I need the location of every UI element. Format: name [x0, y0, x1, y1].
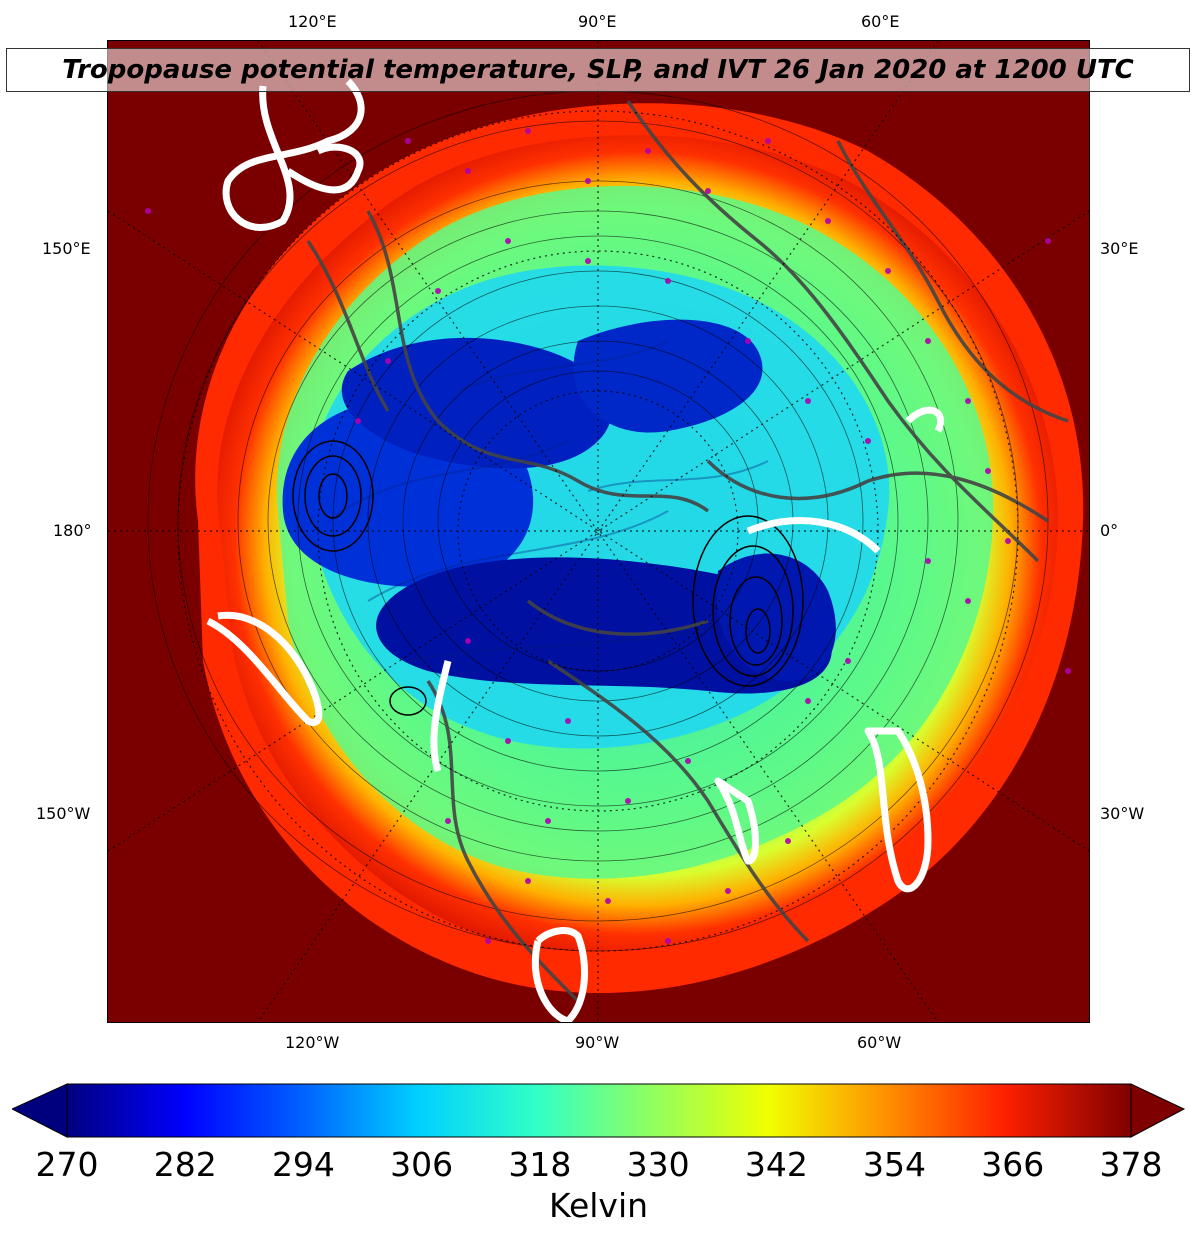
ivt-contours: [206, 78, 945, 1022]
label-right-30E: 30°E: [1100, 239, 1139, 258]
colorbar-tick-354: 354: [863, 1145, 927, 1184]
colorbar-tick-330: 330: [626, 1145, 690, 1184]
map-title: Tropopause potential temperature, SLP, a…: [62, 55, 1134, 85]
colorbar: [12, 1083, 1186, 1138]
label-bottom-120W: 120°W: [285, 1033, 340, 1052]
colorbar-tick-342: 342: [744, 1145, 808, 1184]
label-top-120E: 120°E: [288, 12, 337, 31]
label-left-180: 180°: [53, 521, 92, 540]
label-top-90E: 90°E: [578, 12, 617, 31]
colorbar-tick-294: 294: [271, 1145, 335, 1184]
label-right-30W: 30°W: [1100, 804, 1145, 823]
polar-vortex-lobe-east: [573, 319, 763, 433]
title-box: Tropopause potential temperature, SLP, a…: [6, 48, 1190, 92]
polar-vortex-lobe-atlantic: [716, 553, 836, 681]
station-markers: [145, 128, 1071, 944]
label-right-0: 0°: [1100, 521, 1119, 540]
label-bottom-90W: 90°W: [575, 1033, 620, 1052]
coastlines: [306, 100, 1069, 1003]
colorbar-tick-366: 366: [981, 1145, 1045, 1184]
graticule: [108, 41, 1089, 1022]
colorbar-tick-270: 270: [35, 1145, 99, 1184]
label-left-150E: 150°E: [42, 239, 91, 258]
label-top-60E: 60°E: [861, 12, 900, 31]
tropopause-theta-map: [108, 41, 1089, 1022]
theta-streaks: [327, 340, 769, 662]
colorbar-max-extension: [1130, 1083, 1186, 1138]
colorbar-tick-318: 318: [508, 1145, 572, 1184]
map-panel: [107, 40, 1090, 1023]
colorbar-label: Kelvin: [548, 1186, 649, 1225]
colorbar-tick-282: 282: [153, 1145, 217, 1184]
slp-contours: [292, 440, 804, 716]
colorbar-min-extension: [12, 1083, 68, 1138]
label-bottom-60W: 60°W: [857, 1033, 902, 1052]
colorbar-tick-378: 378: [1099, 1145, 1163, 1184]
colorbar-gradient: [66, 1083, 1132, 1138]
label-left-150W: 150°W: [36, 804, 91, 823]
colorbar-tick-306: 306: [390, 1145, 454, 1184]
